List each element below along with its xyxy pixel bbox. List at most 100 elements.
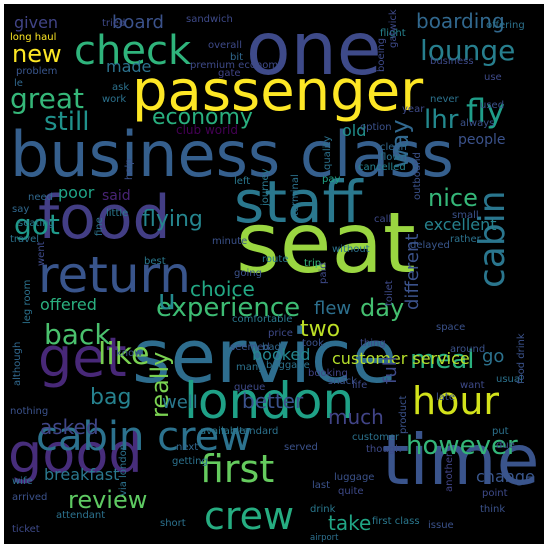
word: food (38, 183, 171, 253)
word: arrived (12, 492, 47, 503)
word: back (44, 318, 111, 351)
word: passenger (132, 59, 424, 124)
word: option (360, 122, 392, 133)
word: standard (234, 426, 278, 437)
word: service (132, 314, 397, 400)
word: take (328, 511, 371, 535)
word: put (492, 426, 509, 437)
word: fly (466, 92, 505, 130)
word: old (342, 121, 366, 140)
word: help (124, 158, 135, 180)
word: work (102, 94, 126, 105)
word: different (402, 234, 423, 310)
word: board (112, 12, 164, 33)
word: london (184, 372, 354, 430)
word: journey (260, 168, 271, 207)
word: took (302, 338, 324, 349)
word: nothing (10, 406, 48, 417)
word: seating (18, 218, 55, 229)
word-cloud: seat service time one business class pas… (4, 4, 544, 544)
word: great (10, 82, 84, 115)
word: really (146, 352, 174, 418)
word: travel (10, 234, 39, 245)
word: luggage (334, 472, 374, 483)
word: like (98, 337, 149, 372)
word: around (450, 344, 485, 355)
word: getting (172, 456, 208, 467)
word: choice (190, 277, 255, 301)
word: space (436, 322, 465, 333)
word: flew (314, 298, 351, 319)
word: gate (218, 68, 241, 79)
word: better (242, 389, 304, 413)
word: thing (360, 338, 386, 349)
word: bad (262, 342, 281, 353)
word: new (12, 40, 62, 68)
word: attendant (56, 510, 105, 521)
word: airport (310, 533, 339, 543)
word: route (262, 254, 288, 265)
word: said (102, 188, 131, 204)
word: paid (318, 262, 329, 284)
word: next (176, 442, 198, 453)
word: given (14, 13, 58, 32)
word: breakfast (44, 465, 119, 484)
word: seemed (230, 342, 270, 353)
word: bag (90, 385, 131, 410)
word: point (482, 488, 508, 499)
word: went (36, 241, 47, 266)
word: best (144, 256, 166, 267)
word: flying (142, 207, 203, 232)
word: lounge (420, 34, 515, 67)
word: toilet (384, 280, 395, 306)
word: queue (234, 382, 265, 393)
word: long haul (10, 32, 56, 43)
word: staff (234, 168, 365, 236)
word: without (332, 244, 370, 255)
word: seat (236, 194, 416, 292)
word: return (38, 246, 191, 304)
word: never (430, 94, 460, 105)
word: crew (204, 494, 294, 538)
word: well (162, 392, 198, 413)
word: sandwich (186, 14, 233, 25)
word: year (402, 104, 425, 115)
word: boarding (416, 9, 505, 33)
word: way (386, 119, 414, 168)
word: last (312, 480, 330, 491)
word: one (246, 7, 382, 92)
word: asked (40, 415, 99, 439)
word: go (482, 346, 504, 367)
word: economy (152, 105, 253, 130)
word: however (406, 431, 518, 461)
word: know (116, 348, 142, 359)
word: business (430, 56, 474, 67)
word: get (38, 326, 127, 389)
word: made (106, 57, 151, 76)
word: tried (102, 18, 125, 29)
word: meal (410, 345, 474, 375)
word: leg room (22, 280, 33, 324)
word: pay (322, 174, 340, 185)
word: clean (380, 142, 407, 153)
word: first class (372, 516, 420, 527)
word: outbound (412, 152, 423, 200)
word: baggage (266, 360, 310, 371)
word: used (480, 100, 504, 111)
word: issue (428, 520, 454, 531)
word: due (496, 440, 515, 451)
word: le (14, 78, 23, 89)
word: offering (486, 20, 525, 31)
word: want (460, 380, 485, 391)
word: product (398, 395, 409, 434)
word: via london (118, 444, 129, 496)
word: cancelled (358, 162, 406, 173)
word: available (200, 426, 245, 437)
word: boeing (376, 38, 387, 72)
word: overall (208, 40, 242, 51)
word: hour (412, 379, 499, 423)
word: first (200, 447, 274, 491)
word: two (300, 317, 340, 342)
word: u (158, 283, 176, 316)
word: fine (94, 217, 105, 236)
